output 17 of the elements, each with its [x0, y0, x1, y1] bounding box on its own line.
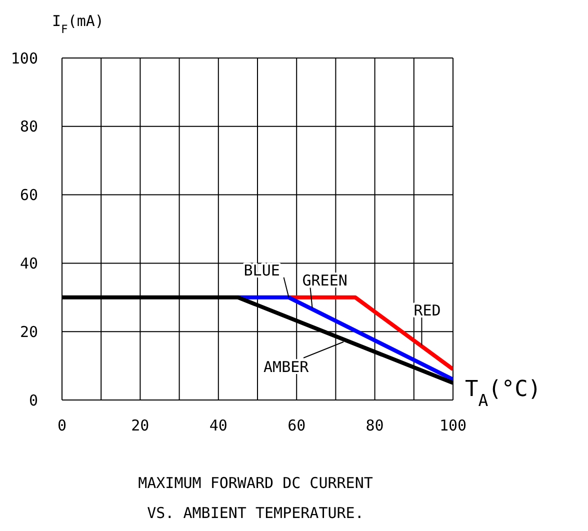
text: MAXIMUM FORWARD DC CURRENT	[137, 473, 374, 494]
y-tick-label: 60	[20, 186, 38, 204]
y-tick-label: 40	[20, 254, 38, 273]
x-tick-label: 0	[57, 416, 67, 435]
x-tick-label: 60	[288, 416, 306, 435]
text: VS. AMBIENT TEMPERATURE.	[146, 503, 365, 524]
y-axis-title: I$_{F}$(mA)	[52, 12, 104, 36]
x-tick-label: 40	[209, 416, 228, 435]
x-tick-label: 80	[366, 416, 384, 435]
y-tick-label: 0	[28, 391, 38, 410]
y-tick-label: 20	[20, 322, 38, 341]
x-tick-label: 100	[439, 416, 467, 435]
annotation: RED	[414, 301, 441, 320]
x-tick-label: 20	[131, 416, 150, 435]
x-axis-title: T$_{A}$(°C)	[465, 377, 542, 410]
y-tick-label: 80	[20, 118, 38, 136]
y-tick-label: 100	[10, 49, 38, 68]
